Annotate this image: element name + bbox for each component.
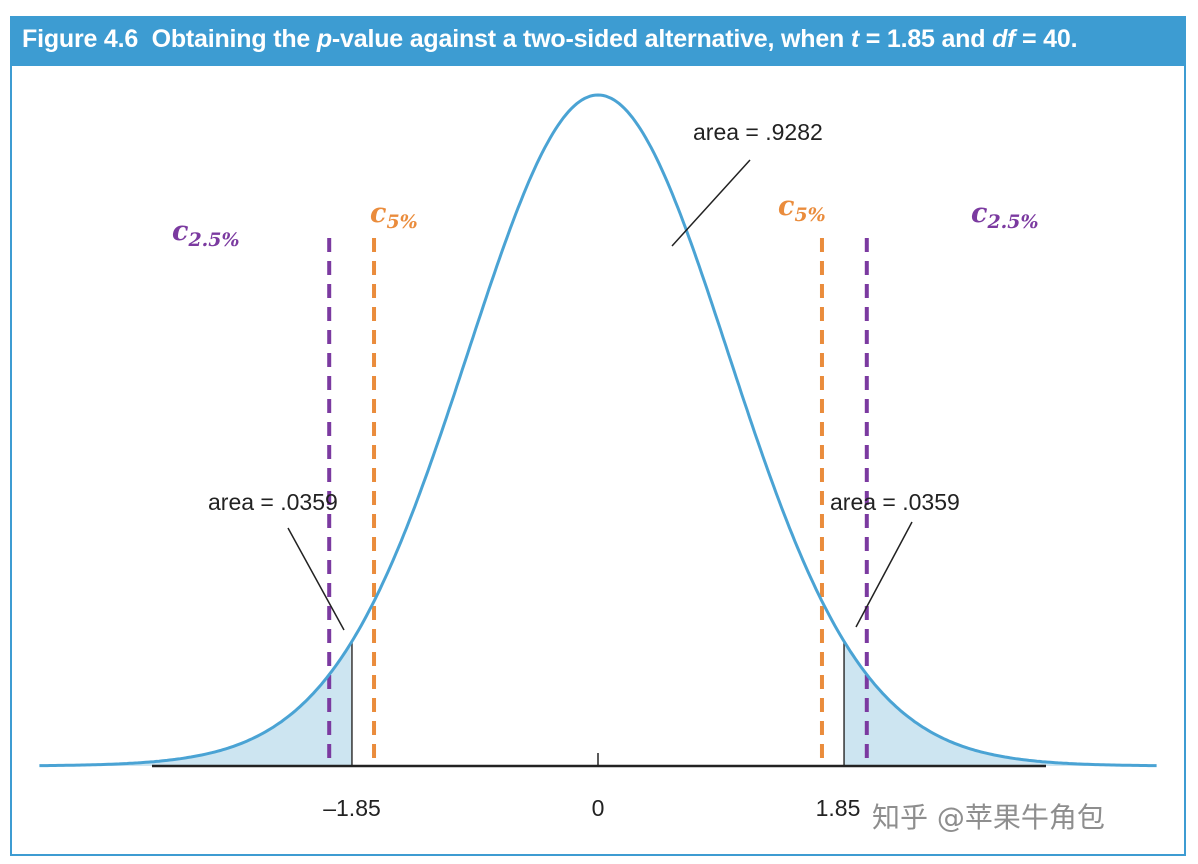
figure-frame: Figure 4.6 Obtaining the p-value against…: [10, 16, 1186, 856]
left-area-label: area = .0359: [208, 489, 338, 515]
left-area-leader: [287, 527, 345, 631]
right-area-label: area = .0359: [830, 489, 960, 515]
center-area-leader: [671, 159, 751, 247]
c-2-5-right-label: c2.5%: [971, 198, 1039, 233]
title-df-symbol: df: [992, 25, 1016, 53]
left-tail-shade: [39, 643, 352, 766]
c-subscript: 2.5%: [986, 211, 1038, 233]
tick-label-pos: 1.85: [816, 795, 861, 821]
watermark: 知乎 @苹果牛角包: [872, 801, 1105, 834]
title-t-symbol: t: [850, 25, 859, 53]
title-text-c: = 1.85 and: [858, 25, 993, 53]
c-letter: c: [778, 191, 794, 222]
title-text-a: Obtaining the: [151, 25, 317, 53]
title-p-symbol: p: [316, 25, 332, 53]
title-text-d: = 40.: [1015, 25, 1078, 53]
c-subscript: 5%: [794, 204, 825, 226]
tick-label-neg: –1.85: [323, 795, 381, 821]
figure-title: Figure 4.6 Obtaining the p-value against…: [12, 18, 1184, 66]
tick-label-zero: 0: [592, 795, 605, 821]
center-area-label: area = .9282: [693, 119, 823, 145]
density-curve: [39, 93, 1157, 768]
c-letter: c: [172, 216, 188, 247]
c-5-left-label: c5%: [370, 198, 418, 233]
c-2-5-left-label: c2.5%: [172, 216, 240, 251]
right-tail-shade: [844, 641, 1157, 766]
c-5-right-label: c5%: [778, 191, 826, 226]
c-letter: c: [370, 198, 386, 229]
right-area-leader: [855, 521, 913, 628]
title-text-b: -value against a two-sided alternative, …: [331, 25, 851, 53]
figure-number: Figure 4.6: [22, 25, 139, 53]
c-subscript: 5%: [386, 211, 417, 233]
c-letter: c: [971, 198, 987, 229]
c-subscript: 2.5%: [187, 229, 239, 251]
